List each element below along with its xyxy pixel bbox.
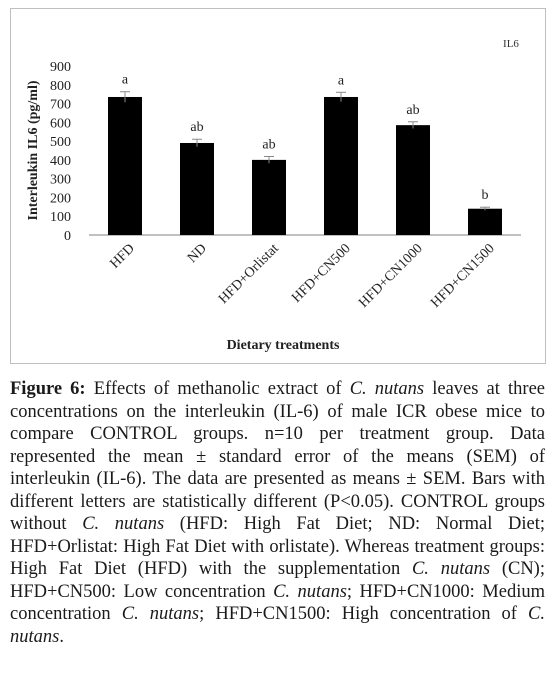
significance-letter: ab (262, 138, 275, 153)
significance-letter: a (122, 73, 129, 88)
y-tick-label: 800 (50, 79, 71, 94)
significance-letter: ab (406, 103, 419, 118)
figure-caption-text: Effects of methanolic extract of C. nuta… (10, 379, 546, 647)
x-tick-label: HFD (107, 241, 137, 271)
significance-letter: b (482, 188, 489, 203)
x-tick-label: HFD+CN1500 (428, 241, 498, 311)
y-tick-label: 900 (50, 60, 71, 75)
x-tick-label: HFD+CN500 (289, 241, 354, 306)
x-tick-label: HFD+CN1000 (356, 241, 426, 311)
significance-letter: a (338, 73, 345, 88)
y-tick-label: 600 (50, 116, 71, 131)
y-tick-label: 400 (50, 154, 71, 169)
il6-bar-chart: IL6 Interleukin IL6 (pg/ml) 0 100 200 300 400 5… (26, 38, 521, 353)
y-tick-label: 0 (64, 229, 71, 244)
bar (252, 159, 286, 235)
y-tick-label: 200 (50, 191, 71, 206)
bar (324, 96, 358, 235)
bar (108, 96, 142, 235)
significance-letter: ab (190, 120, 203, 135)
y-axis-label: Interleukin IL6 (pg/ml) (26, 80, 41, 220)
figure-caption: Figure 6: Effects of methanolic extract … (10, 378, 545, 648)
bar (180, 142, 214, 235)
bar (396, 125, 430, 235)
x-tick-label: ND (185, 241, 210, 266)
bar (468, 208, 502, 235)
y-tick-label: 300 (50, 173, 71, 188)
y-tick-label: 100 (50, 210, 71, 225)
x-axis-label: Dietary treatments (227, 338, 340, 353)
x-tick-label: HFD+Orlistat (216, 241, 282, 307)
y-tick-label: 700 (50, 98, 71, 113)
chart-frame: IL6 Interleukin IL6 (pg/ml) 0 100 200 300 400 5… (10, 8, 546, 364)
chart-title: IL6 (503, 38, 519, 50)
figure-label: Figure 6: (10, 379, 86, 399)
y-tick-label: 500 (50, 135, 71, 150)
